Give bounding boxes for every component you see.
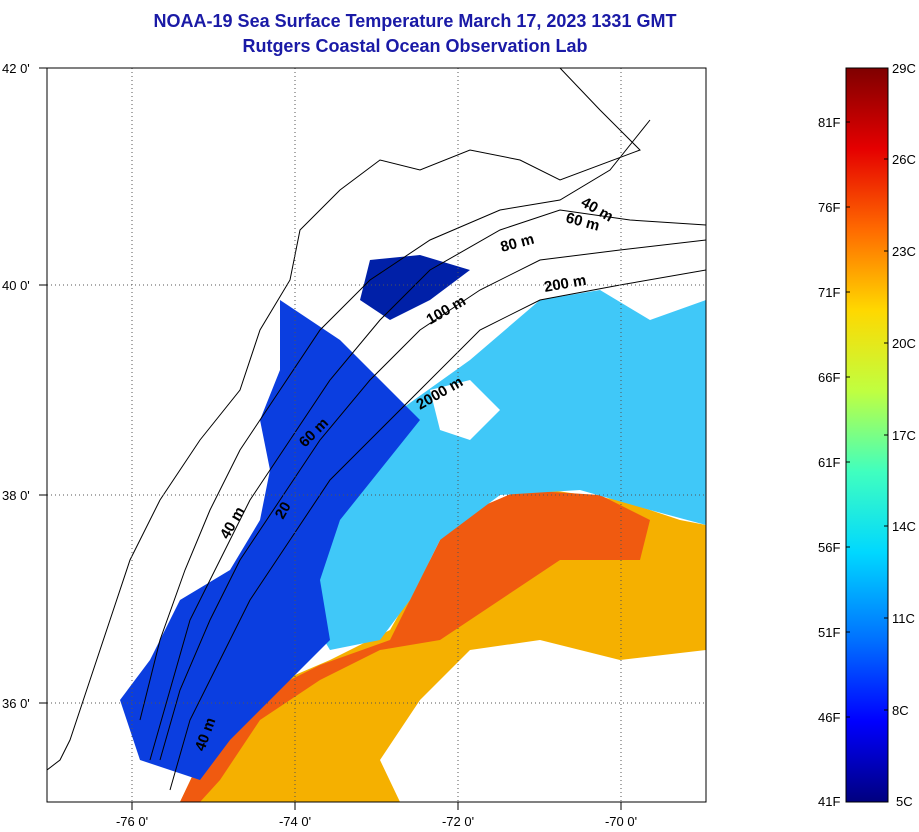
lat-label: 42 0' — [2, 61, 30, 76]
cloud-patch-north — [430, 380, 500, 440]
lat-label: 40 0' — [2, 278, 30, 293]
isobath-200m — [169, 269, 706, 791]
map-frame — [46, 67, 707, 803]
lon-label: -70 0' — [605, 814, 637, 829]
map-title: NOAA-19 Sea Surface Temperature March 17… — [153, 11, 677, 31]
lat-label: 38 0' — [2, 488, 30, 503]
cold-shelf-patch — [360, 255, 470, 320]
gulf-stream-core — [180, 490, 650, 802]
lon-label: -76 0' — [116, 814, 148, 829]
lon-label: -74 0' — [279, 814, 311, 829]
lat-label: 36 0' — [2, 696, 30, 711]
map-subtitle: Rutgers Coastal Ocean Observation Lab — [242, 36, 588, 56]
map-area: 40 m 60 m 80 m 100 m 200 m 2000 m 60 m 4… — [47, 68, 706, 802]
lon-label: -72 0' — [442, 814, 474, 829]
shelf-water-region — [120, 300, 420, 780]
axis-ticks — [39, 67, 622, 810]
cloud-cover — [380, 640, 706, 802]
isobath-60m — [149, 209, 706, 761]
slope-water-region — [300, 290, 706, 650]
isobath-label: 20 — [272, 499, 295, 522]
isobath-40m — [139, 119, 651, 721]
isobath-100m — [159, 239, 706, 761]
coastline — [47, 68, 641, 771]
